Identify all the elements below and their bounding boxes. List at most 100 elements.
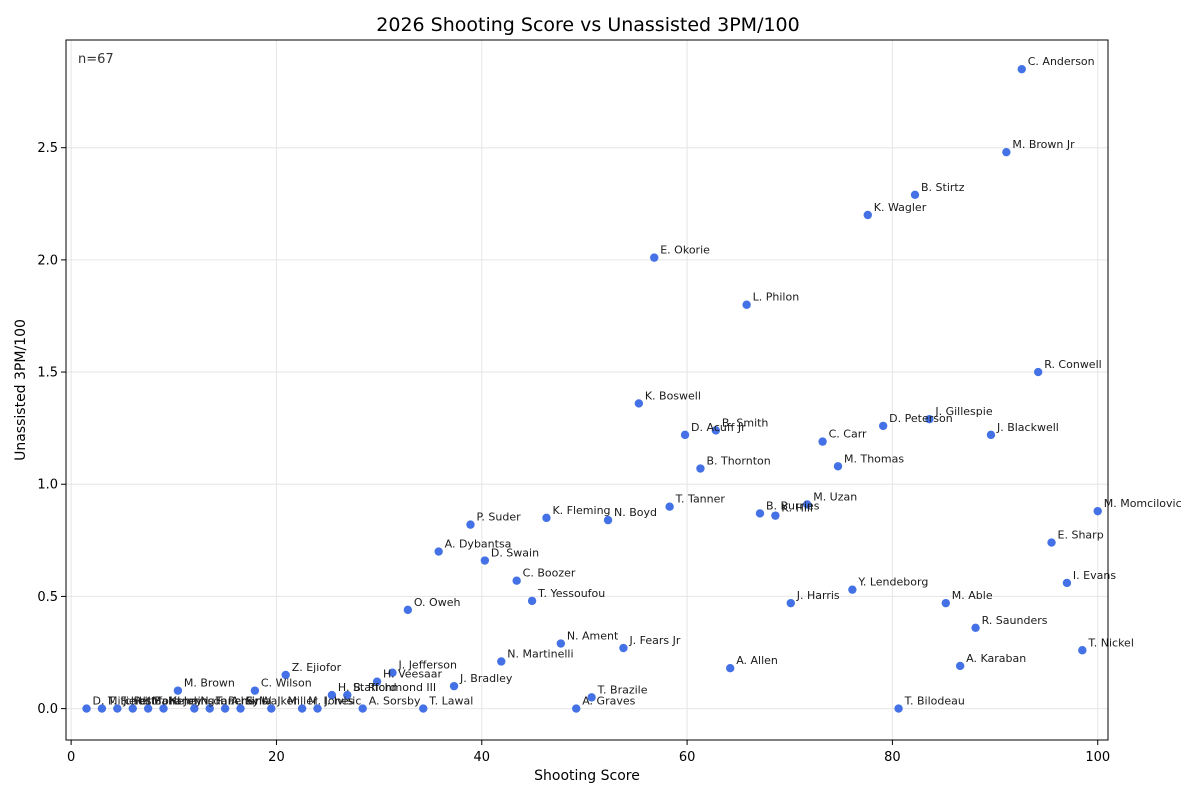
data-point [97, 704, 107, 713]
point-label: B. Thornton [706, 455, 770, 468]
data-point [190, 704, 199, 713]
data-point [143, 704, 153, 713]
data-point [971, 623, 980, 633]
data-point [343, 690, 352, 700]
point-label: D. Peterson [889, 412, 953, 425]
point-label: Y. Lendeborg [857, 576, 928, 589]
y-tick-label: 1.0 [37, 478, 58, 493]
data-point [542, 513, 551, 523]
data-point [680, 430, 690, 440]
point-label: J. Fears Jr [628, 634, 680, 647]
data-point [449, 681, 459, 691]
plot-frame [65, 39, 1109, 741]
point-label: T. Brazile [597, 683, 648, 696]
y-tick-label: 0.0 [37, 702, 58, 717]
point-label: M. Brown [184, 677, 235, 690]
point-label: N. Fancher [200, 695, 259, 708]
data-point [786, 598, 795, 608]
point-label: R. Saunders [982, 614, 1048, 627]
data-point [1093, 506, 1102, 516]
point-label: B. Smith [722, 416, 769, 429]
data-point [327, 690, 337, 700]
point-label: J. Gillespie [934, 405, 992, 418]
point-label: B. Richmond III [353, 681, 436, 694]
axis-ticks: 0 20 40 60 80 100 0.0 0.5 1.0 1.5 2.0 2.5 [37, 141, 1110, 765]
x-tick-label: 80 [884, 750, 901, 765]
point-label: K. Fleming [552, 504, 610, 517]
point-label: T. Lawal [428, 695, 473, 708]
data-point [863, 210, 872, 220]
data-point [205, 704, 214, 713]
data-point [358, 704, 367, 713]
data-point [711, 426, 721, 435]
point-label: T. Perkins [215, 695, 268, 708]
chart-title: 2026 Shooting Score vs Unassisted 3PM/10… [376, 14, 799, 36]
point-label: N. Ament [567, 630, 619, 643]
point-label: D. Mitchell [93, 695, 151, 708]
data-point [986, 430, 996, 440]
point-label: C. Wilson [261, 677, 312, 690]
point-label: M. Uzan [813, 490, 857, 503]
point-label: K. Hill [781, 502, 813, 515]
data-point [878, 421, 888, 431]
point-label: E. Okorie [660, 244, 710, 257]
point-label: J. Harris [796, 589, 840, 602]
point-label: C. Anderson [1028, 55, 1095, 68]
data-point [665, 502, 674, 511]
data-point [1078, 646, 1087, 655]
x-tick-label: 60 [679, 750, 696, 765]
point-label: T. Yessoufou [537, 587, 605, 600]
data-points [82, 64, 1102, 713]
data-point [267, 704, 276, 713]
data-point [403, 605, 413, 615]
data-point [848, 585, 857, 594]
x-tick-label: 0 [67, 750, 75, 765]
point-label: D. Swain [491, 547, 539, 560]
point-label: L. Philon [753, 291, 800, 304]
point-label: M. Thomas [844, 452, 904, 465]
data-point [372, 677, 382, 686]
data-point [512, 576, 521, 585]
point-label: A. Graves [582, 695, 635, 708]
point-label: A. Dybantsa [445, 538, 512, 551]
data-point [833, 462, 843, 471]
data-point [1017, 64, 1026, 74]
data-point [771, 511, 780, 520]
data-point [419, 704, 428, 713]
data-point [619, 643, 628, 653]
data-point [696, 464, 705, 473]
data-point [480, 556, 490, 565]
x-tick-label: 40 [473, 750, 490, 765]
point-label: S. Walker [247, 695, 299, 708]
point-label: P. Suder [476, 511, 521, 524]
data-point [1047, 538, 1056, 547]
point-label: M. Able [952, 589, 993, 602]
data-point [955, 661, 965, 671]
data-point [634, 399, 644, 408]
data-point [1062, 578, 1072, 588]
point-label: D. Acuff Jr [691, 421, 746, 434]
point-label: Z. Ejiofor [292, 661, 342, 674]
point-label: R. Conwell [1044, 358, 1102, 371]
point-label: C. Boozer [523, 567, 576, 580]
data-point [572, 704, 581, 713]
data-point [497, 657, 506, 666]
point-label: A. Sorsby [369, 695, 421, 708]
data-point [159, 704, 168, 713]
point-label: O. Oweh [414, 596, 461, 609]
point-label: T. Nickel [1087, 636, 1134, 649]
sample-size-note: n=67 [78, 52, 114, 67]
y-tick-label: 0.5 [37, 590, 58, 605]
point-label: J. Jefferson [397, 659, 457, 672]
point-label: H. Stafford [338, 681, 397, 694]
data-point [894, 704, 903, 713]
point-label: N. Martinelli [507, 647, 573, 660]
data-point [466, 520, 475, 529]
data-point [650, 253, 659, 262]
data-point [250, 686, 260, 695]
point-label: J. Bradley [459, 672, 513, 685]
point-label: A. Karaban [966, 652, 1026, 665]
data-point [818, 437, 827, 446]
data-point [313, 704, 322, 713]
point-label: K. Wagler [874, 201, 927, 214]
